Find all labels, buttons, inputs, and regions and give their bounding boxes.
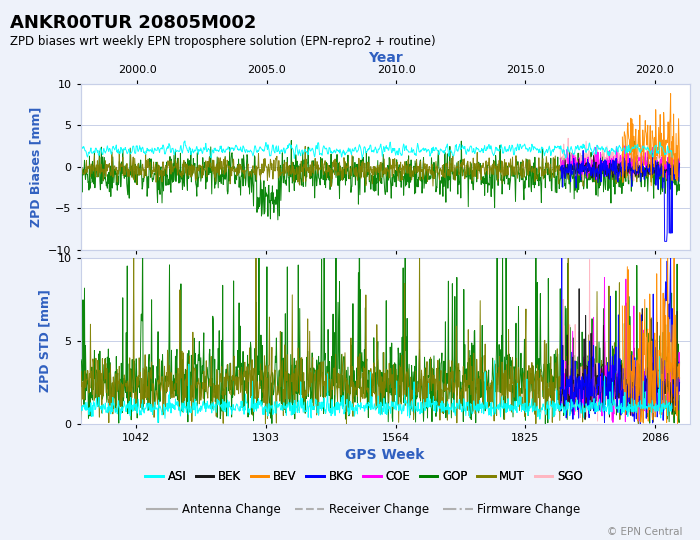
Legend: ASI, BEK, BEV, BKG, COE, GOP, MUT, SGO: ASI, BEK, BEV, BKG, COE, GOP, MUT, SGO bbox=[141, 466, 587, 488]
X-axis label: Year: Year bbox=[368, 51, 402, 65]
Legend: Antenna Change, Receiver Change, Firmware Change: Antenna Change, Receiver Change, Firmwar… bbox=[143, 498, 585, 521]
Y-axis label: ZPD STD [mm]: ZPD STD [mm] bbox=[39, 289, 52, 393]
Text: ZPD biases wrt weekly EPN troposphere solution (EPN-repro2 + routine): ZPD biases wrt weekly EPN troposphere so… bbox=[10, 35, 436, 48]
X-axis label: GPS Week: GPS Week bbox=[345, 449, 425, 462]
Text: ANKR00TUR 20805M002: ANKR00TUR 20805M002 bbox=[10, 14, 257, 31]
Y-axis label: ZPD Biases [mm]: ZPD Biases [mm] bbox=[29, 106, 43, 227]
Text: © EPN Central: © EPN Central bbox=[607, 527, 682, 537]
